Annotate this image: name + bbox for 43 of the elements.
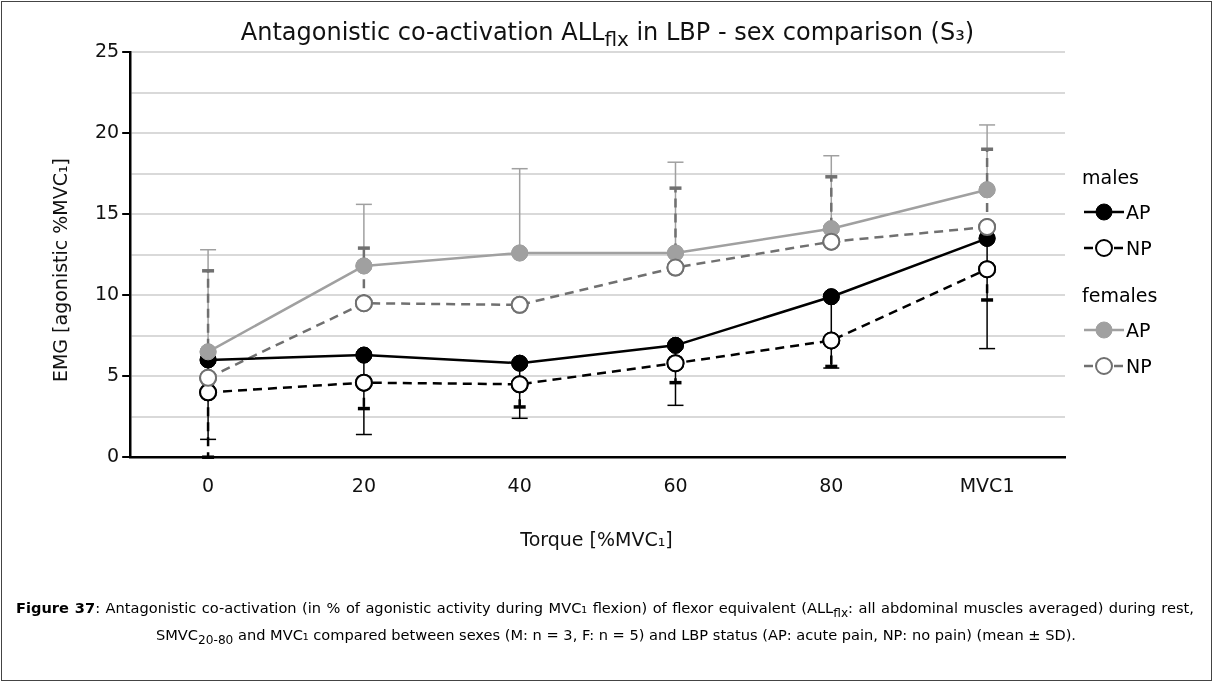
point: [666, 258, 685, 277]
y-axis-title: EMG [agonistic %MVC₁]: [49, 157, 71, 383]
y-tick-label: 0: [107, 444, 120, 467]
point: [822, 232, 841, 251]
point: [822, 288, 840, 306]
point: [354, 294, 373, 313]
point: [199, 343, 217, 361]
point: [666, 354, 685, 373]
chart-title: Antagonistic co-activation ALL$_{flx}$ in LBP - sex comparison (S₃): [240, 18, 975, 51]
point: [666, 336, 684, 354]
x-tick-label: 60: [663, 473, 688, 496]
y-tick-label: 10: [94, 282, 120, 305]
y-tick-label: 15: [94, 201, 120, 224]
x-tick-label: MVC1: [959, 473, 1015, 496]
point: [511, 354, 529, 372]
legend-label: NP: [1126, 237, 1152, 259]
x-tick-label: 80: [819, 473, 844, 496]
legend-label: AP: [1126, 201, 1151, 223]
point: [355, 346, 373, 364]
point: [978, 260, 997, 279]
point: [355, 257, 373, 275]
text: females: [1082, 284, 1158, 306]
y-tick-label: 5: [107, 363, 120, 386]
point: [978, 218, 997, 237]
text: Figure 37: Antagonistic co-activation (in % of agonistic activity during MVC₁ flexion) of flexor equivalent (ALL$_{flx}$: all abdominal muscles averaged) during rest, SMVC$_{20-80}$ and MVC₁ compared between sexes (M: n = 3, F: n = 5) and LBP status (AP: acute pain, NP: no pain) (mean ± SD).: [16, 599, 1194, 647]
point: [511, 244, 529, 262]
y-tick-label: 25: [94, 38, 120, 61]
point: [510, 295, 529, 314]
y-tick-label: 20: [94, 119, 120, 142]
legend-label: AP: [1126, 319, 1151, 341]
point: [199, 368, 218, 387]
point: [199, 383, 218, 402]
point: [978, 181, 996, 199]
x-tick-label: 40: [507, 473, 532, 496]
point: [354, 373, 373, 392]
x-tick-label: 20: [351, 473, 376, 496]
point: [510, 375, 529, 394]
text: males: [1082, 166, 1141, 188]
x-axis-title: Torque [%MVC₁]: [519, 528, 674, 550]
point: [822, 331, 841, 350]
x-tick-label: 0: [202, 473, 215, 496]
point: [666, 244, 684, 262]
legend-label: NP: [1126, 355, 1152, 377]
